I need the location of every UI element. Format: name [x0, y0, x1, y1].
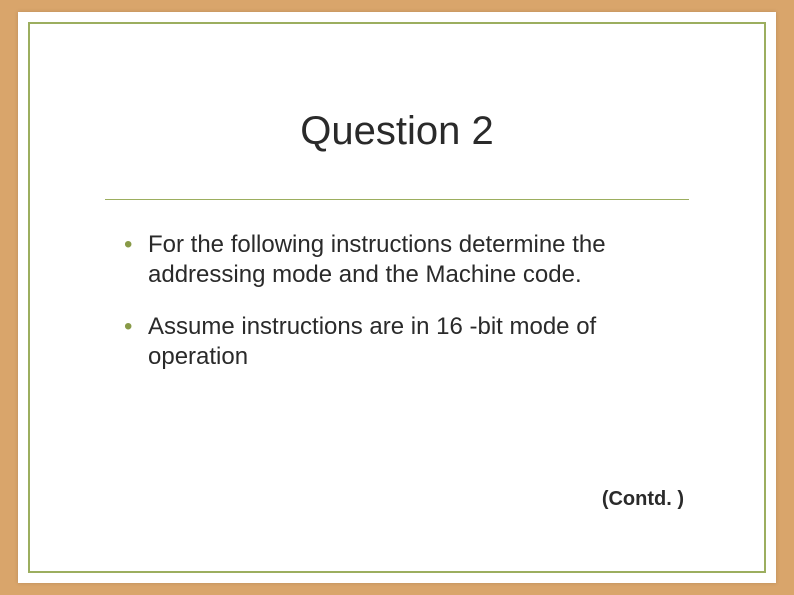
- bullet-item: For the following instructions determine…: [124, 230, 694, 290]
- slide-inner-border: Question 2 For the following instruction…: [28, 22, 766, 573]
- title-underline: [105, 199, 689, 200]
- continuation-label: (Contd. ): [602, 488, 684, 511]
- bullet-item: Assume instructions are in 16 -bit mode …: [124, 312, 694, 372]
- slide-title: Question 2: [100, 109, 694, 154]
- bullet-list: For the following instructions determine…: [100, 230, 694, 372]
- slide-card: Question 2 For the following instruction…: [18, 12, 776, 583]
- slide-content: Question 2 For the following instruction…: [30, 24, 764, 571]
